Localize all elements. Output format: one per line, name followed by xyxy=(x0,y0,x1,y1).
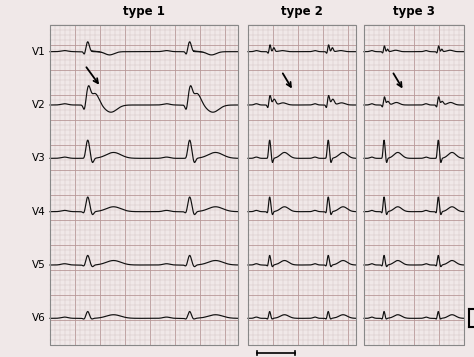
Bar xyxy=(364,25,464,345)
Bar xyxy=(50,25,238,345)
Text: type 3: type 3 xyxy=(393,5,435,17)
Text: V4: V4 xyxy=(32,207,46,217)
Text: V3: V3 xyxy=(32,154,46,164)
Text: V2: V2 xyxy=(32,100,46,110)
Text: V6: V6 xyxy=(32,313,46,323)
Text: V1: V1 xyxy=(32,47,46,57)
Bar xyxy=(248,25,356,345)
Text: V5: V5 xyxy=(32,260,46,270)
Bar xyxy=(50,25,238,345)
Bar xyxy=(364,25,464,345)
Text: type 2: type 2 xyxy=(281,5,323,17)
Text: type 1: type 1 xyxy=(123,5,165,17)
Bar xyxy=(248,25,356,345)
